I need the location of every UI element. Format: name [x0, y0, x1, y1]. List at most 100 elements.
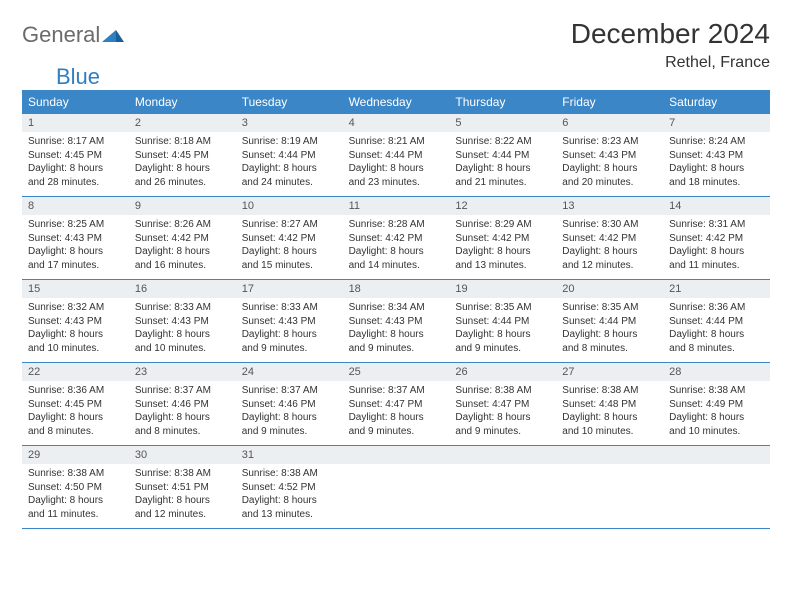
day-cell: 3Sunrise: 8:19 AMSunset: 4:44 PMDaylight… [236, 114, 343, 196]
day-content: Sunrise: 8:38 AMSunset: 4:47 PMDaylight:… [449, 381, 556, 442]
day-line: Sunset: 4:48 PM [562, 398, 657, 412]
day-content: Sunrise: 8:30 AMSunset: 4:42 PMDaylight:… [556, 215, 663, 276]
day-cell: 6Sunrise: 8:23 AMSunset: 4:43 PMDaylight… [556, 114, 663, 196]
day-number: 2 [129, 114, 236, 132]
day-line: Sunset: 4:45 PM [135, 149, 230, 163]
day-line: Daylight: 8 hours [669, 411, 764, 425]
day-line: Sunrise: 8:31 AM [669, 218, 764, 232]
day-line: Daylight: 8 hours [349, 245, 444, 259]
day-line: Daylight: 8 hours [562, 245, 657, 259]
day-content: Sunrise: 8:32 AMSunset: 4:43 PMDaylight:… [22, 298, 129, 359]
day-line: Sunrise: 8:35 AM [455, 301, 550, 315]
day-line: Sunrise: 8:18 AM [135, 135, 230, 149]
day-line: Sunrise: 8:38 AM [455, 384, 550, 398]
day-line: Sunrise: 8:29 AM [455, 218, 550, 232]
day-content: Sunrise: 8:25 AMSunset: 4:43 PMDaylight:… [22, 215, 129, 276]
day-line: and 20 minutes. [562, 176, 657, 190]
day-line: and 12 minutes. [562, 259, 657, 273]
day-line: Daylight: 8 hours [669, 162, 764, 176]
day-line: Daylight: 8 hours [455, 245, 550, 259]
day-content: Sunrise: 8:27 AMSunset: 4:42 PMDaylight:… [236, 215, 343, 276]
day-cell: 19Sunrise: 8:35 AMSunset: 4:44 PMDayligh… [449, 280, 556, 362]
day-line: Sunset: 4:45 PM [28, 398, 123, 412]
day-line: and 11 minutes. [669, 259, 764, 273]
day-cell: 2Sunrise: 8:18 AMSunset: 4:45 PMDaylight… [129, 114, 236, 196]
day-content: Sunrise: 8:35 AMSunset: 4:44 PMDaylight:… [556, 298, 663, 359]
day-line: Sunrise: 8:37 AM [135, 384, 230, 398]
day-line: Sunset: 4:52 PM [242, 481, 337, 495]
day-line: Sunset: 4:43 PM [669, 149, 764, 163]
day-line: and 15 minutes. [242, 259, 337, 273]
day-line: Daylight: 8 hours [242, 411, 337, 425]
day-line: and 16 minutes. [135, 259, 230, 273]
day-cell: 13Sunrise: 8:30 AMSunset: 4:42 PMDayligh… [556, 197, 663, 279]
day-line: Sunrise: 8:38 AM [562, 384, 657, 398]
day-number [343, 446, 450, 464]
day-number: 28 [663, 363, 770, 381]
week-row: 15Sunrise: 8:32 AMSunset: 4:43 PMDayligh… [22, 280, 770, 363]
weekday-thursday: Thursday [449, 90, 556, 114]
day-line: Sunrise: 8:21 AM [349, 135, 444, 149]
day-line: and 8 minutes. [562, 342, 657, 356]
day-content: Sunrise: 8:18 AMSunset: 4:45 PMDaylight:… [129, 132, 236, 193]
day-line: Sunset: 4:45 PM [28, 149, 123, 163]
day-line: and 9 minutes. [349, 425, 444, 439]
day-line: Sunset: 4:47 PM [455, 398, 550, 412]
day-line: Sunrise: 8:26 AM [135, 218, 230, 232]
day-line: Sunrise: 8:36 AM [28, 384, 123, 398]
day-content: Sunrise: 8:17 AMSunset: 4:45 PMDaylight:… [22, 132, 129, 193]
day-number: 19 [449, 280, 556, 298]
day-cell: 11Sunrise: 8:28 AMSunset: 4:42 PMDayligh… [343, 197, 450, 279]
day-number: 18 [343, 280, 450, 298]
day-line: Sunset: 4:43 PM [135, 315, 230, 329]
day-line: Daylight: 8 hours [349, 328, 444, 342]
day-line: Daylight: 8 hours [562, 328, 657, 342]
day-content: Sunrise: 8:38 AMSunset: 4:50 PMDaylight:… [22, 464, 129, 525]
day-number: 21 [663, 280, 770, 298]
day-line: and 8 minutes. [135, 425, 230, 439]
day-line: Sunset: 4:49 PM [669, 398, 764, 412]
day-line: Sunset: 4:46 PM [135, 398, 230, 412]
day-line: Sunset: 4:43 PM [28, 315, 123, 329]
day-line: Sunrise: 8:38 AM [669, 384, 764, 398]
day-cell: 18Sunrise: 8:34 AMSunset: 4:43 PMDayligh… [343, 280, 450, 362]
day-line: Daylight: 8 hours [135, 494, 230, 508]
day-content: Sunrise: 8:35 AMSunset: 4:44 PMDaylight:… [449, 298, 556, 359]
day-cell-empty [663, 446, 770, 528]
week-row: 8Sunrise: 8:25 AMSunset: 4:43 PMDaylight… [22, 197, 770, 280]
day-line: Sunset: 4:44 PM [562, 315, 657, 329]
day-line: Sunrise: 8:25 AM [28, 218, 123, 232]
day-cell: 4Sunrise: 8:21 AMSunset: 4:44 PMDaylight… [343, 114, 450, 196]
day-content: Sunrise: 8:33 AMSunset: 4:43 PMDaylight:… [129, 298, 236, 359]
day-line: Sunset: 4:42 PM [135, 232, 230, 246]
day-line: Daylight: 8 hours [455, 162, 550, 176]
day-content: Sunrise: 8:31 AMSunset: 4:42 PMDaylight:… [663, 215, 770, 276]
day-line: Daylight: 8 hours [135, 411, 230, 425]
day-number: 25 [343, 363, 450, 381]
day-line: Sunset: 4:47 PM [349, 398, 444, 412]
logo-word2: Blue [56, 64, 792, 90]
day-line: Sunset: 4:42 PM [349, 232, 444, 246]
day-line: and 9 minutes. [242, 425, 337, 439]
day-line: Sunrise: 8:33 AM [242, 301, 337, 315]
day-cell: 9Sunrise: 8:26 AMSunset: 4:42 PMDaylight… [129, 197, 236, 279]
day-line: Sunrise: 8:35 AM [562, 301, 657, 315]
day-line: Daylight: 8 hours [669, 245, 764, 259]
day-cell: 12Sunrise: 8:29 AMSunset: 4:42 PMDayligh… [449, 197, 556, 279]
day-line: Sunset: 4:46 PM [242, 398, 337, 412]
day-cell: 26Sunrise: 8:38 AMSunset: 4:47 PMDayligh… [449, 363, 556, 445]
day-content: Sunrise: 8:36 AMSunset: 4:44 PMDaylight:… [663, 298, 770, 359]
day-number: 30 [129, 446, 236, 464]
day-cell: 20Sunrise: 8:35 AMSunset: 4:44 PMDayligh… [556, 280, 663, 362]
day-line: Daylight: 8 hours [135, 162, 230, 176]
day-line: Sunrise: 8:37 AM [349, 384, 444, 398]
day-line: Daylight: 8 hours [242, 494, 337, 508]
day-cell: 8Sunrise: 8:25 AMSunset: 4:43 PMDaylight… [22, 197, 129, 279]
day-line: Daylight: 8 hours [28, 328, 123, 342]
day-number: 23 [129, 363, 236, 381]
day-number: 1 [22, 114, 129, 132]
day-cell: 7Sunrise: 8:24 AMSunset: 4:43 PMDaylight… [663, 114, 770, 196]
day-line: and 9 minutes. [455, 425, 550, 439]
day-cell: 22Sunrise: 8:36 AMSunset: 4:45 PMDayligh… [22, 363, 129, 445]
day-line: Sunrise: 8:38 AM [242, 467, 337, 481]
